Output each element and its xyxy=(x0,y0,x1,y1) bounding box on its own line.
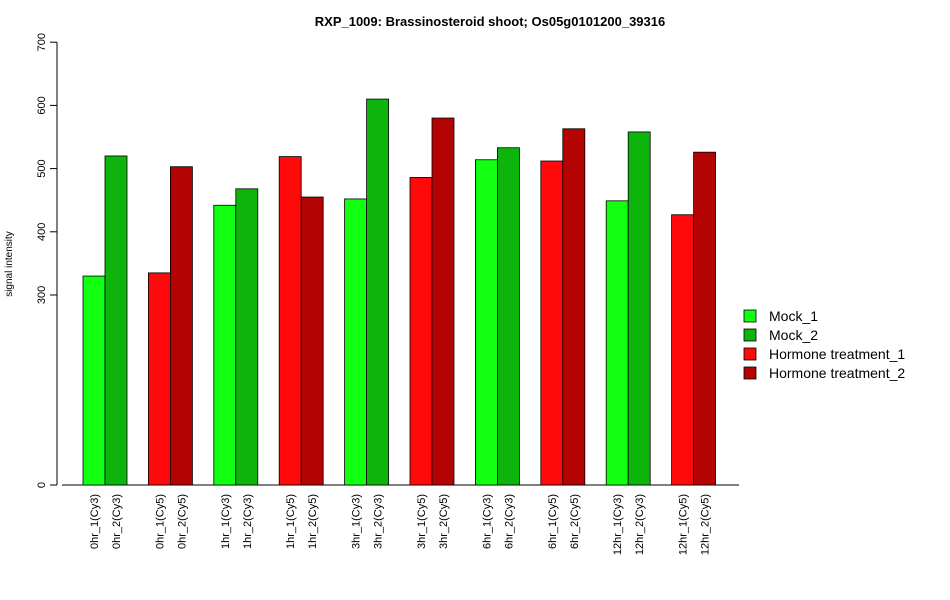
bar xyxy=(409,177,433,486)
bar xyxy=(104,155,128,486)
y-tick-label: 300 xyxy=(36,286,48,304)
legend: Mock_1 Mock_2 Hormone treatment_1 Hormone t… xyxy=(743,308,905,381)
x-tick-label: 1hr_2(Cy3) xyxy=(242,494,254,549)
legend-swatch xyxy=(743,366,757,380)
x-tick-label: 3hr_1(Cy3) xyxy=(351,494,363,549)
x-tick-label: 0hr_2(Cy3) xyxy=(111,494,123,549)
bar xyxy=(540,160,564,486)
legend-label: Mock_2 xyxy=(769,327,818,343)
y-tick-label: 400 xyxy=(36,223,48,241)
y-axis-label: signal intensity xyxy=(4,231,15,297)
bar xyxy=(147,272,171,486)
legend-label: Hormone treatment_1 xyxy=(769,346,905,362)
bar xyxy=(693,151,716,486)
legend-label: Mock_1 xyxy=(769,308,818,324)
bar xyxy=(235,188,259,486)
x-tick-label: 1hr_1(Cy5) xyxy=(285,494,297,549)
x-tick-label: 1hr_2(Cy5) xyxy=(307,494,319,549)
bar xyxy=(300,196,324,486)
legend-label: Hormone treatment_2 xyxy=(769,365,905,381)
x-tick-label: 12hr_1(Cy3) xyxy=(612,494,624,555)
x-tick-label: 0hr_2(Cy5) xyxy=(176,494,188,549)
bar xyxy=(344,198,368,486)
x-tick-label: 3hr_2(Cy3) xyxy=(373,494,385,549)
bar xyxy=(213,204,237,486)
bar xyxy=(278,156,302,486)
x-tick-label: 3hr_1(Cy5) xyxy=(416,494,428,549)
x-tick-labels: 0hr_1(Cy3) 0hr_2(Cy3) 0hr_1(Cy5) 0hr_2(Cy5)… xyxy=(89,494,712,555)
y-tick-label: 600 xyxy=(36,96,48,114)
legend-swatch xyxy=(743,328,757,342)
bar xyxy=(627,131,651,486)
y-axis: 0 300 400 500 600 700 xyxy=(36,33,58,488)
legend-swatch xyxy=(743,309,757,323)
x-tick-label: 6hr_2(Cy5) xyxy=(569,494,581,549)
bar xyxy=(169,166,193,486)
x-tick-label: 6hr_2(Cy3) xyxy=(503,494,515,549)
bar xyxy=(605,200,629,486)
x-tick-label: 6hr_1(Cy3) xyxy=(481,494,493,549)
bar xyxy=(474,159,498,486)
x-tick-label: 1hr_1(Cy3) xyxy=(220,494,232,549)
x-tick-label: 0hr_1(Cy5) xyxy=(154,494,166,549)
x-tick-label: 12hr_2(Cy5) xyxy=(700,494,712,555)
bar xyxy=(671,214,694,486)
bar xyxy=(562,128,586,486)
x-tick-label: 0hr_1(Cy3) xyxy=(89,494,101,549)
x-tick-label: 12hr_2(Cy3) xyxy=(634,494,646,555)
x-tick-label: 3hr_2(Cy5) xyxy=(438,494,450,549)
chart-title: RXP_1009: Brassinosteroid shoot; Os05g01… xyxy=(315,14,665,29)
bars xyxy=(82,98,716,486)
y-tick-label: 500 xyxy=(36,159,48,177)
x-tick-label: 6hr_1(Cy5) xyxy=(547,494,559,549)
x-tick-label: 12hr_1(Cy5) xyxy=(678,494,690,555)
bar xyxy=(366,98,390,486)
legend-swatch xyxy=(743,347,757,361)
bar xyxy=(431,117,455,486)
y-tick-label: 700 xyxy=(36,33,48,51)
bar xyxy=(496,147,520,486)
y-tick-label: 0 xyxy=(36,482,48,488)
bar xyxy=(82,275,106,486)
